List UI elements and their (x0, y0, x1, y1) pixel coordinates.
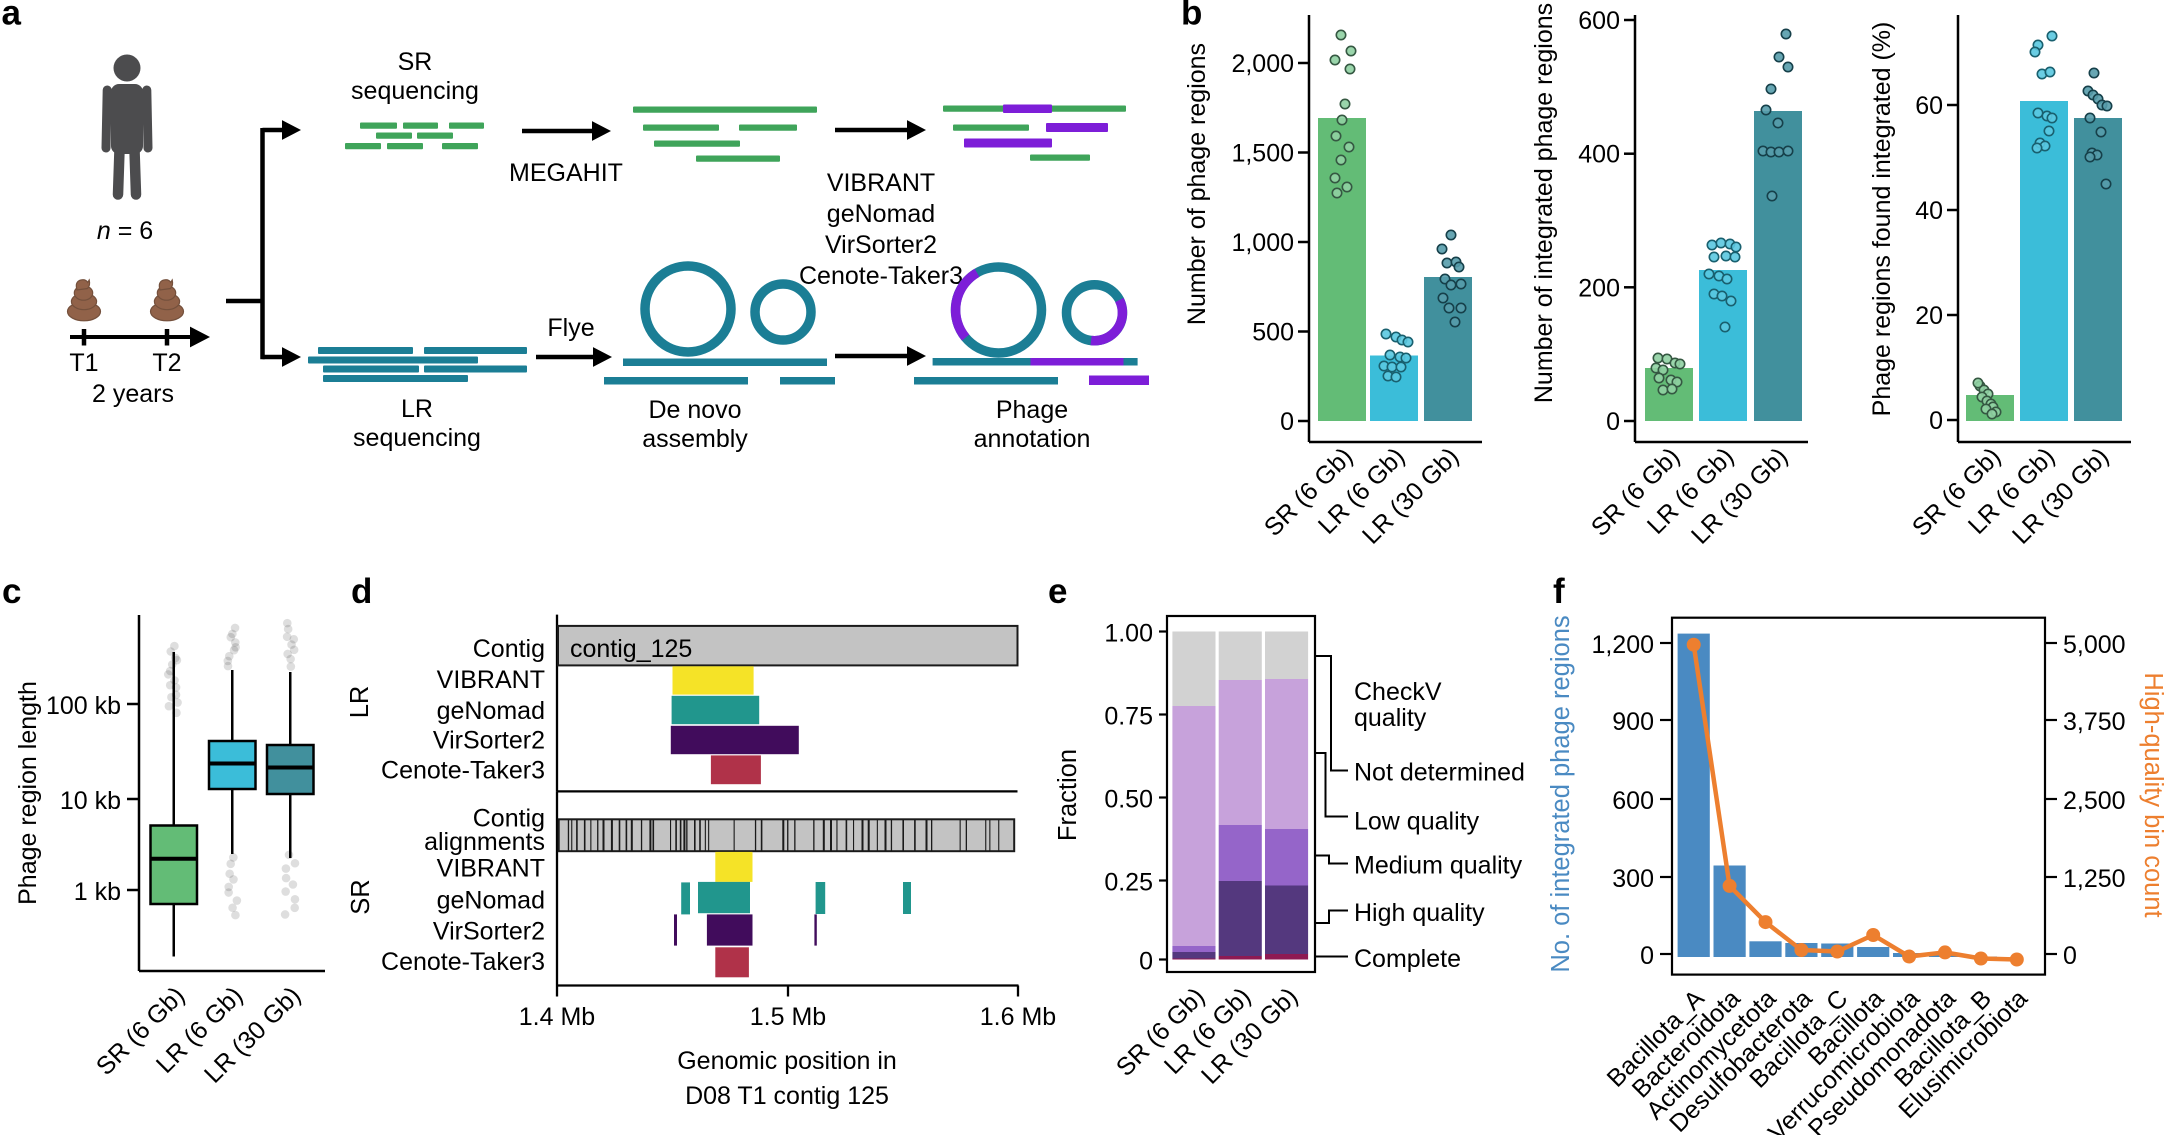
svg-text:20: 20 (1915, 302, 1943, 330)
svg-text:2,500: 2,500 (2063, 787, 2126, 815)
svg-text:1.4 Mb: 1.4 Mb (519, 1003, 595, 1031)
svg-text:0.25: 0.25 (1104, 869, 1153, 897)
svg-text:2,000: 2,000 (1231, 50, 1294, 78)
svg-text:f: f (1553, 572, 1565, 611)
svg-text:Low quality: Low quality (1354, 808, 1480, 836)
svg-text:0: 0 (2063, 942, 2077, 970)
svg-text:sequencing: sequencing (351, 77, 479, 105)
svg-text:Medium quality: Medium quality (1354, 852, 1523, 880)
svg-text:T2: T2 (152, 349, 181, 377)
svg-text:SR: SR (398, 48, 433, 76)
svg-text:1 kb: 1 kb (74, 878, 121, 906)
svg-text:0: 0 (1606, 408, 1620, 436)
svg-text:LR: LR (401, 395, 433, 423)
svg-text:200: 200 (1578, 274, 1620, 302)
svg-text:Number of integrated phage reg: Number of integrated phage regions (1530, 3, 1558, 403)
svg-text:T1: T1 (69, 349, 98, 377)
svg-text:geNomad: geNomad (437, 887, 545, 915)
svg-text:1,250: 1,250 (2063, 865, 2126, 893)
svg-text:100 kb: 100 kb (46, 692, 121, 720)
svg-text:Phage regions found integrated: Phage regions found integrated (%) (1868, 22, 1896, 417)
svg-text:400: 400 (1578, 141, 1620, 169)
svg-text:Contig: Contig (473, 804, 545, 832)
svg-text:600: 600 (1612, 787, 1654, 815)
svg-text:D08 T1 contig 125: D08 T1 contig 125 (685, 1082, 889, 1110)
svg-text:5,000: 5,000 (2063, 631, 2126, 659)
svg-text:d: d (351, 572, 372, 611)
svg-text:Cenote-Taker3: Cenote-Taker3 (381, 948, 545, 976)
svg-text:1.00: 1.00 (1104, 620, 1153, 648)
svg-text:3,750: 3,750 (2063, 708, 2126, 736)
svg-text:Contig: Contig (473, 635, 545, 663)
svg-text:600: 600 (1578, 7, 1620, 35)
svg-text:900: 900 (1612, 708, 1654, 736)
svg-text:Cenote-Taker3: Cenote-Taker3 (799, 262, 963, 290)
svg-text:Phage: Phage (996, 396, 1068, 424)
svg-text:60: 60 (1915, 92, 1943, 120)
svg-text:No. of integrated phage region: No. of integrated phage regions (1547, 615, 1575, 972)
svg-text:VIBRANT: VIBRANT (437, 666, 545, 694)
svg-text:40: 40 (1915, 197, 1943, 225)
svg-text:High quality: High quality (1354, 899, 1485, 927)
svg-text:High-quality bin count: High-quality bin count (2139, 672, 2166, 917)
svg-text:VirSorter2: VirSorter2 (825, 231, 937, 259)
svg-text:2 years: 2 years (92, 380, 174, 408)
svg-text:VIBRANT: VIBRANT (827, 169, 935, 197)
svg-text:contig_125: contig_125 (570, 635, 692, 663)
svg-text:geNomad: geNomad (437, 697, 545, 725)
svg-text:1.6 Mb: 1.6 Mb (980, 1003, 1056, 1031)
svg-text:c: c (2, 572, 21, 611)
svg-text:e: e (1048, 572, 1067, 611)
svg-text:Fraction: Fraction (1054, 749, 1082, 841)
svg-text:De novo: De novo (648, 396, 741, 424)
svg-text:SR: SR (347, 879, 375, 914)
svg-text:VirSorter2: VirSorter2 (433, 918, 545, 946)
svg-text:VIBRANT: VIBRANT (437, 854, 545, 882)
svg-text:CheckV: CheckV (1354, 678, 1442, 706)
svg-text:Flye: Flye (547, 314, 594, 342)
svg-text:annotation: annotation (974, 425, 1091, 453)
svg-text:500: 500 (1252, 319, 1294, 347)
svg-text:0.75: 0.75 (1104, 703, 1153, 731)
svg-text:alignments: alignments (424, 828, 545, 856)
svg-text:0: 0 (1280, 408, 1294, 436)
svg-text:Genomic position in: Genomic position in (677, 1047, 897, 1075)
svg-text:1,500: 1,500 (1231, 140, 1294, 168)
svg-text:b: b (1181, 0, 1202, 33)
svg-text:n = 6: n = 6 (97, 217, 153, 245)
svg-text:0: 0 (1640, 942, 1654, 970)
svg-text:LR: LR (346, 686, 374, 719)
svg-text:0: 0 (1929, 407, 1943, 435)
svg-text:1,000: 1,000 (1231, 229, 1294, 257)
svg-text:10 kb: 10 kb (60, 787, 121, 815)
svg-text:Phage region length: Phage region length (14, 681, 42, 905)
svg-text:quality: quality (1354, 704, 1427, 732)
svg-text:Number of phage regions: Number of phage regions (1183, 43, 1211, 325)
svg-text:300: 300 (1612, 865, 1654, 893)
svg-text:1,200: 1,200 (1591, 631, 1654, 659)
svg-text:Complete: Complete (1354, 945, 1461, 973)
svg-text:MEGAHIT: MEGAHIT (509, 159, 623, 187)
svg-text:VirSorter2: VirSorter2 (433, 727, 545, 755)
svg-text:sequencing: sequencing (353, 424, 481, 452)
svg-text:a: a (2, 0, 22, 33)
svg-text:Cenote-Taker3: Cenote-Taker3 (381, 757, 545, 785)
svg-text:1.5 Mb: 1.5 Mb (750, 1003, 826, 1031)
svg-text:0: 0 (1139, 948, 1153, 976)
svg-text:Not determined: Not determined (1354, 759, 1525, 787)
svg-text:geNomad: geNomad (827, 200, 935, 228)
svg-text:0.50: 0.50 (1104, 786, 1153, 814)
svg-text:assembly: assembly (642, 425, 748, 453)
